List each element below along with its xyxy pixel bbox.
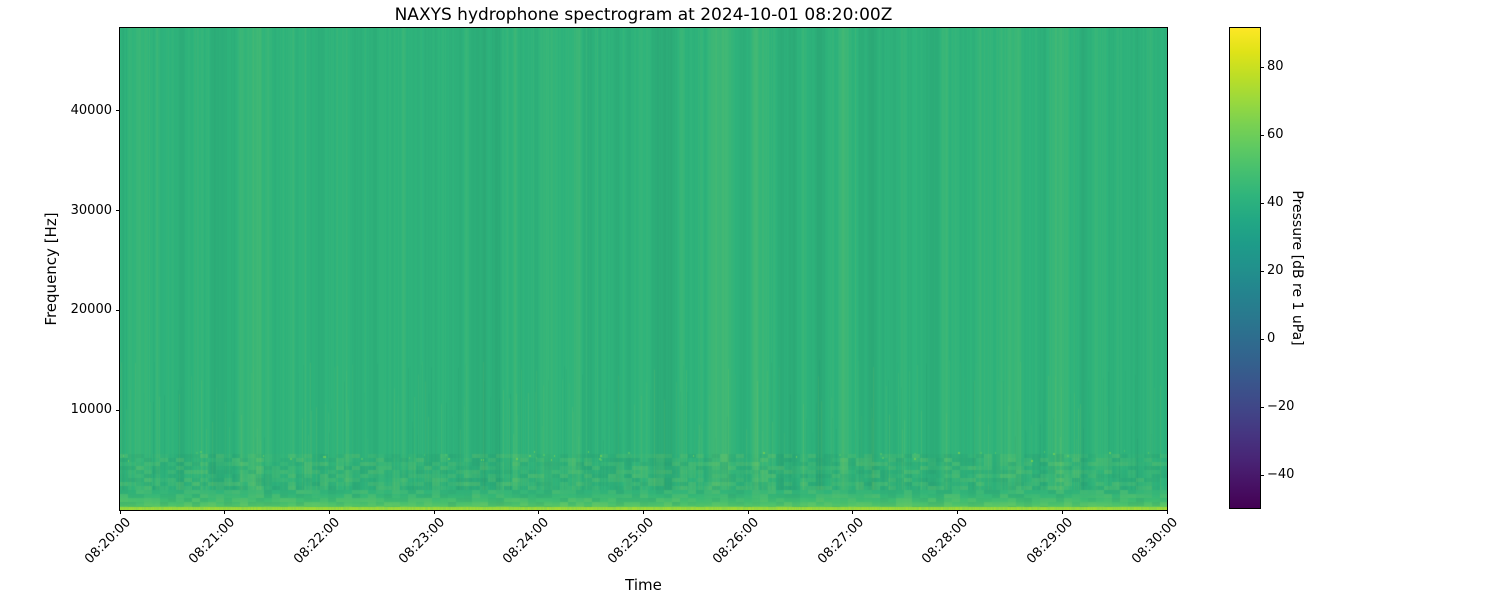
y-tick-label: 20000 bbox=[70, 302, 112, 318]
y-tick-label: 10000 bbox=[70, 402, 112, 418]
x-tick-mark bbox=[538, 510, 540, 514]
colorbar-tick-label: −40 bbox=[1267, 467, 1295, 483]
colorbar-tick-mark bbox=[1260, 406, 1264, 408]
x-tick-label: 08:26:00 bbox=[709, 515, 762, 567]
x-tick-mark bbox=[328, 510, 330, 514]
colorbar-tick-label: 80 bbox=[1267, 59, 1284, 75]
x-tick-label: 08:25:00 bbox=[605, 515, 658, 567]
x-tick-mark bbox=[433, 510, 435, 514]
x-tick-label: 08:21:00 bbox=[186, 515, 239, 567]
y-tick-mark bbox=[116, 110, 120, 112]
x-tick-mark bbox=[643, 510, 644, 514]
colorbar-tick-mark bbox=[1260, 270, 1264, 272]
x-tick-label: 08:29:00 bbox=[1024, 515, 1076, 567]
colorbar-tick-mark bbox=[1260, 66, 1264, 68]
y-tick-mark bbox=[116, 409, 120, 411]
colorbar-tick-mark bbox=[1260, 202, 1264, 204]
x-tick-label: 08:22:00 bbox=[291, 515, 343, 567]
y-axis-label: Frequency [Hz] bbox=[42, 212, 60, 326]
x-tick-mark bbox=[957, 510, 959, 514]
colorbar-tick-mark bbox=[1260, 134, 1264, 136]
x-axis-label: Time bbox=[625, 576, 662, 594]
x-tick-label: 08:24:00 bbox=[500, 515, 553, 567]
colorbar-tick-label: 60 bbox=[1267, 127, 1284, 143]
spectrogram-heatmap bbox=[120, 28, 1167, 510]
x-tick-mark bbox=[747, 510, 749, 514]
y-tick-label: 30000 bbox=[70, 202, 112, 218]
x-tick-label: 08:27:00 bbox=[814, 515, 867, 567]
chart-title: NAXYS hydrophone spectrogram at 2024-10-… bbox=[394, 5, 893, 25]
colorbar-label: Pressure [dB re 1 uPa] bbox=[1289, 190, 1305, 346]
y-tick-label: 40000 bbox=[70, 102, 112, 118]
x-tick-mark bbox=[1061, 510, 1063, 514]
x-tick-label: 08:20:00 bbox=[81, 515, 134, 567]
x-tick-mark bbox=[852, 510, 854, 514]
colorbar-tick-mark bbox=[1260, 338, 1264, 340]
y-tick-mark bbox=[116, 309, 120, 311]
colorbar-gradient bbox=[1230, 28, 1260, 508]
x-tick-mark bbox=[224, 510, 226, 514]
colorbar-tick-label: 20 bbox=[1267, 263, 1284, 279]
x-tick-label: 08:23:00 bbox=[395, 515, 448, 567]
y-tick-mark bbox=[116, 210, 120, 212]
colorbar-tick-mark bbox=[1260, 474, 1264, 476]
x-tick-label: 08:30:00 bbox=[1128, 515, 1181, 567]
x-tick-mark bbox=[119, 510, 121, 514]
x-tick-mark bbox=[1166, 510, 1168, 514]
x-tick-label: 08:28:00 bbox=[919, 515, 972, 567]
colorbar-tick-label: 40 bbox=[1267, 195, 1284, 211]
colorbar-tick-label: 0 bbox=[1267, 331, 1276, 347]
colorbar-tick-label: −20 bbox=[1267, 399, 1295, 415]
